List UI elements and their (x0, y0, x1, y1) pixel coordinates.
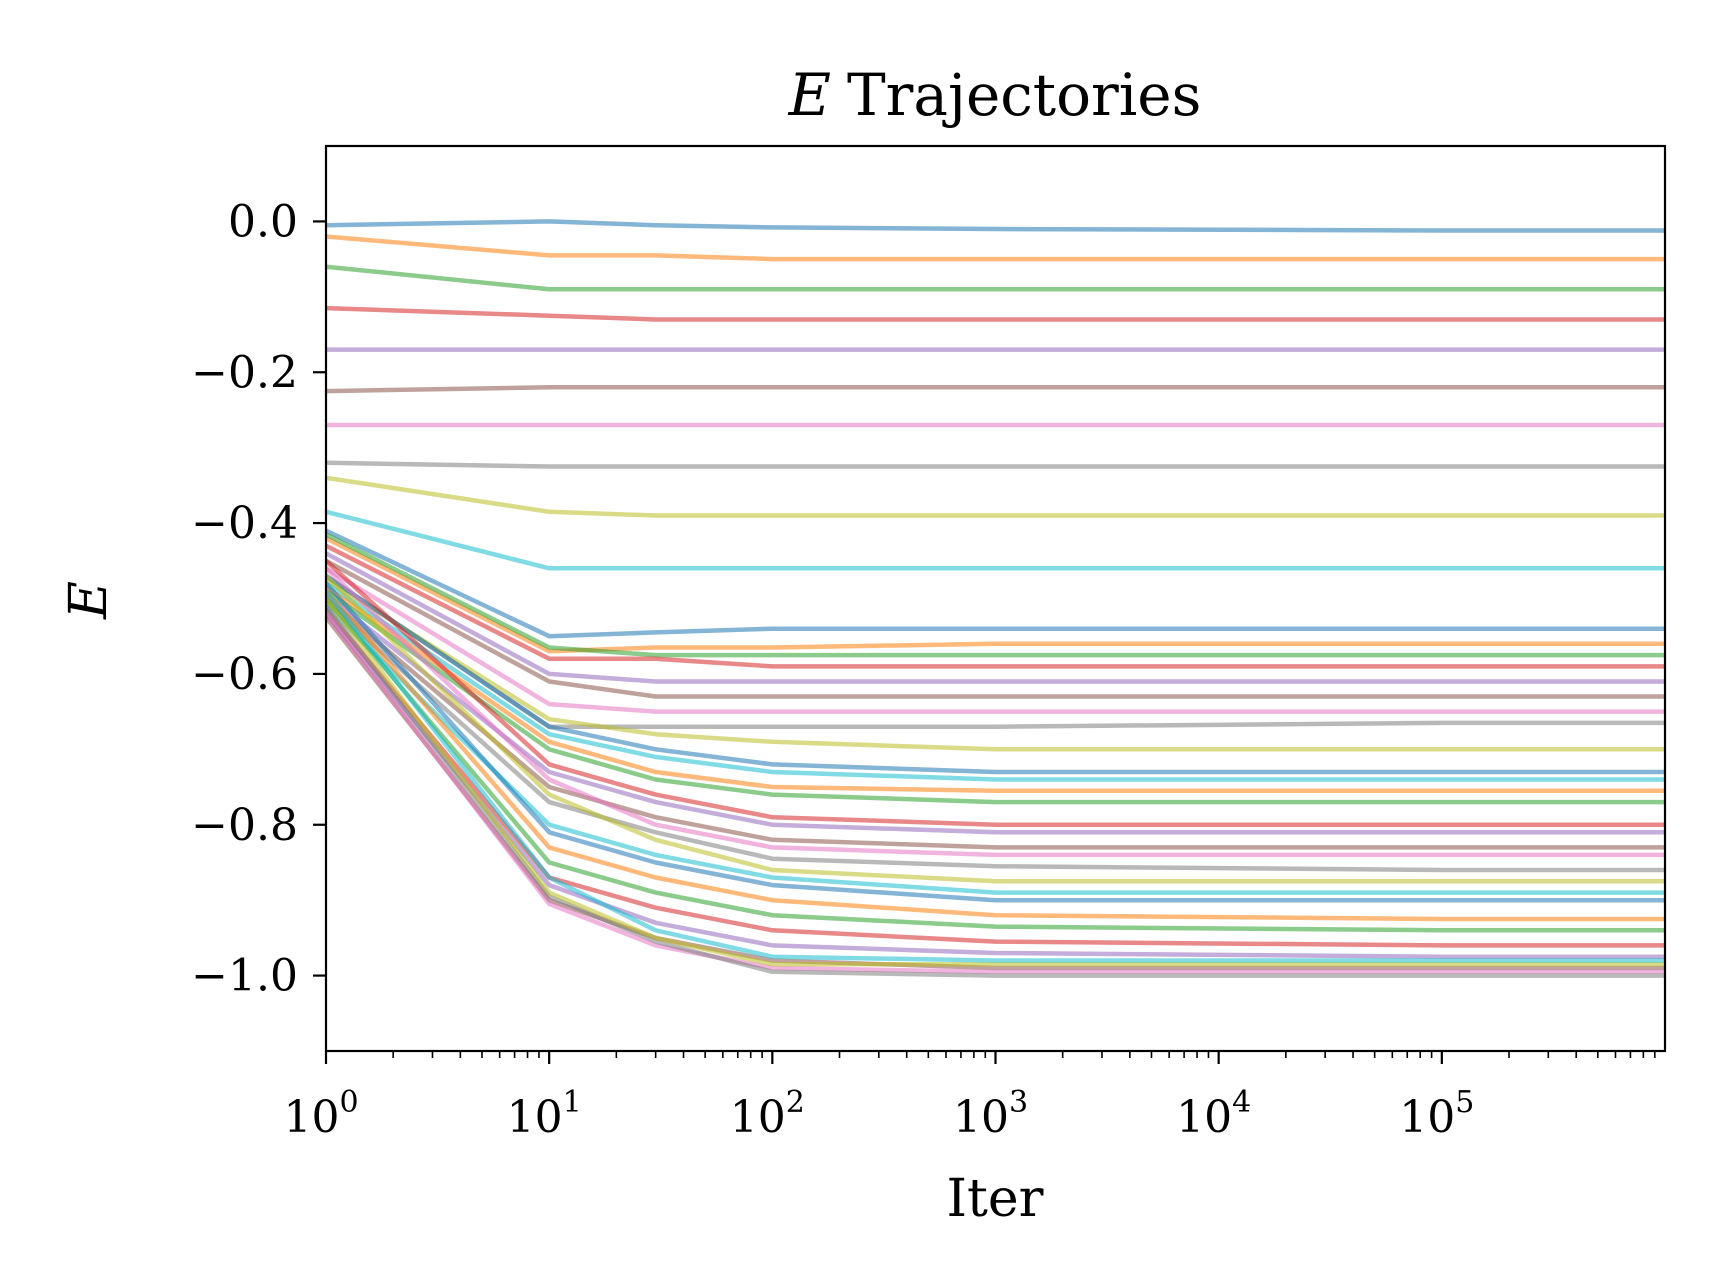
series-line-32 (326, 588, 1665, 922)
x-tick-base: 10 (283, 1092, 339, 1143)
series-line-37 (326, 611, 1665, 975)
series-line-40 (326, 588, 1665, 963)
chart-title: E Trajectories (788, 61, 1202, 129)
chart-title-rest: Trajectories (847, 61, 1201, 129)
x-tick-base: 10 (953, 1092, 1009, 1143)
x-tick-exponent: 0 (339, 1085, 358, 1120)
series-line-13 (326, 532, 1665, 658)
series-line-16 (326, 558, 1665, 699)
series-line-6 (326, 385, 1665, 394)
series-line-9 (326, 475, 1665, 518)
x-tick-label: 101 (507, 1085, 582, 1143)
y-tick-label: −0.4 (191, 498, 298, 549)
chart-title-math: E (788, 61, 831, 129)
series-line-11 (326, 528, 1665, 639)
x-tick-base: 10 (1399, 1092, 1455, 1143)
x-tick-label: 102 (730, 1085, 805, 1143)
series-line-36 (326, 615, 1665, 971)
series-line-3 (326, 264, 1665, 292)
series-line-35 (326, 611, 1665, 959)
series-line-38 (326, 603, 1665, 978)
series-line-1 (326, 219, 1665, 233)
y-tick-label: −1.0 (191, 951, 298, 1002)
series-line-4 (326, 305, 1665, 322)
series-line-31 (326, 581, 1665, 903)
x-tick-exponent: 4 (1232, 1085, 1251, 1120)
series-line-24 (326, 558, 1665, 827)
series-line-14 (326, 543, 1665, 669)
series-line-25 (326, 592, 1665, 835)
y-axis: 0.0 −0.2 −0.4 −0.6 −0.8 −1.0 (191, 196, 326, 1002)
x-tick-label: 105 (1399, 1085, 1474, 1143)
series-line-10 (326, 509, 1665, 571)
series-line-33 (326, 596, 1665, 933)
series-line-19 (326, 577, 1665, 752)
series-line-22 (326, 584, 1665, 794)
y-tick-label: −0.8 (191, 800, 298, 851)
series-line-20 (326, 581, 1665, 782)
series-line-29 (326, 573, 1665, 884)
x-axis-label: Iter (946, 1169, 1043, 1229)
series-line-12 (326, 535, 1665, 654)
series-line-2 (326, 234, 1665, 262)
series-line-17 (326, 566, 1665, 714)
x-tick-exponent: 2 (786, 1085, 805, 1120)
x-tick-exponent: 1 (563, 1085, 582, 1120)
series-line-28 (326, 600, 1665, 873)
x-tick-base: 10 (1176, 1092, 1232, 1143)
x-tick-label: 104 (1176, 1085, 1251, 1143)
series-line-27 (326, 566, 1665, 858)
series-line-21 (326, 573, 1665, 775)
y-tick-label: 0.0 (228, 196, 298, 247)
x-axis: 100 101 102 103 104 105 (283, 1051, 1656, 1143)
series-line-26 (326, 596, 1665, 850)
y-tick-label: −0.2 (191, 347, 298, 398)
x-tick-label: 100 (283, 1085, 358, 1143)
series-line-30 (326, 603, 1665, 895)
series-line-8 (326, 460, 1665, 469)
series-line-23 (326, 588, 1665, 805)
y-axis-label: E (59, 581, 119, 620)
x-tick-exponent: 5 (1455, 1085, 1474, 1120)
series-layer (326, 219, 1665, 978)
y-tick-label: −0.6 (191, 649, 298, 700)
x-tick-label: 103 (953, 1085, 1028, 1143)
series-line-39 (326, 596, 1665, 967)
x-tick-base: 10 (730, 1092, 786, 1143)
x-tick-exponent: 3 (1009, 1085, 1028, 1120)
series-line-15 (326, 551, 1665, 684)
x-tick-base: 10 (507, 1092, 563, 1143)
